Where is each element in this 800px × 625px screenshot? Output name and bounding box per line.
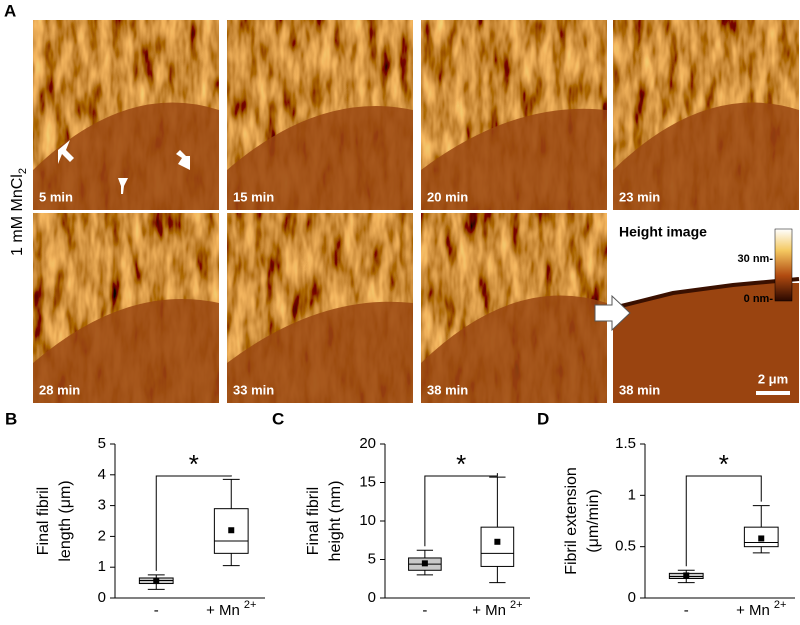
image-time: 5 min (39, 189, 73, 204)
y-tick-label: 5 (98, 435, 106, 452)
y-axis-label: Final fibril (35, 487, 52, 555)
colorbar-bottom: 0 nm- (744, 293, 774, 305)
y-tick-label: 1 (98, 558, 106, 575)
x-tick-label: + Mn 2+ (206, 599, 256, 619)
x-tick-label: + Mn 2+ (472, 599, 522, 619)
y-axis-label: height (nm) (327, 481, 344, 562)
height-image-edge-dark (612, 277, 800, 310)
image-time: 38 min (427, 382, 468, 397)
y-axis-label: (μm/min) (585, 489, 602, 552)
row-label: 1 mM MnCl2 (9, 168, 29, 256)
colorbar (774, 228, 793, 302)
y-tick-label: 2 (98, 527, 106, 544)
x-tick-label-sup: 2+ (244, 599, 257, 611)
x-tick-label-main: + Mn (472, 602, 506, 619)
y-tick-label: 0.5 (615, 538, 636, 555)
panel-label: A (4, 1, 16, 20)
afm-smooth-region (421, 108, 607, 210)
significance-bracket (424, 473, 498, 547)
x-tick-label-main: - (154, 602, 159, 619)
y-tick-label: 0 (628, 589, 636, 606)
mean (683, 572, 690, 579)
row-label-main: 1 mM MnCl (9, 174, 26, 256)
y-tick-label: 10 (359, 512, 376, 529)
image-time: 23 min (619, 189, 660, 204)
image-time: 28 min (39, 382, 80, 397)
mean (228, 527, 235, 534)
height-image-edge (613, 279, 799, 308)
y-tick-label: 1 (628, 486, 636, 503)
afm-smooth-region (227, 301, 413, 403)
box (480, 526, 515, 567)
y-tick-label: 0 (98, 589, 106, 606)
row-label-sub: 2 (17, 168, 29, 174)
x-tick-label-sup: 2+ (510, 599, 523, 611)
panel-label: D (537, 409, 549, 428)
significance-bracket (685, 475, 762, 567)
image-time: 33 min (233, 382, 274, 397)
colorbar-top: 30 nm- (738, 253, 774, 265)
afm-smooth-region (613, 102, 799, 210)
mean (494, 538, 501, 545)
significance-star: * (719, 449, 729, 479)
image-time: 15 min (233, 189, 274, 204)
afm-smooth-region (421, 295, 607, 403)
y-axis-label: Final fibril (305, 487, 322, 555)
y-tick-label: 1.5 (615, 435, 636, 452)
image-time: 20 min (427, 189, 468, 204)
afm-smooth-region (33, 102, 219, 210)
x-tick-label-main: - (422, 602, 427, 619)
afm-smooth-region (227, 106, 413, 210)
significance-star: * (456, 449, 466, 479)
significance-star: * (189, 449, 199, 479)
y-axis-label: Fibril extension (563, 467, 580, 575)
x-tick-label-sup: 2+ (774, 599, 787, 611)
y-tick-label: 3 (98, 497, 106, 514)
x-tick-label-main: - (684, 602, 689, 619)
significance-bracket (155, 475, 232, 571)
y-tick-label: 0 (368, 589, 376, 606)
mean (421, 560, 428, 567)
mean (153, 578, 160, 585)
mean (758, 535, 765, 542)
height-title: Height image (619, 224, 707, 240)
arrows (58, 140, 631, 332)
panel-label: C (272, 409, 284, 428)
x-tick-label-main: + Mn (206, 602, 240, 619)
y-tick-label: 15 (359, 473, 376, 490)
afm-images (33, 20, 800, 403)
y-tick-label: 5 (368, 550, 376, 567)
x-tick-label: - (684, 602, 689, 619)
image-time: 38 min (619, 382, 660, 397)
y-tick-label: 4 (98, 466, 106, 483)
x-tick-label-main: + Mn (736, 602, 770, 619)
panel-label: B (5, 409, 17, 428)
x-tick-label: + Mn 2+ (736, 599, 786, 619)
y-axis-label: length (μm) (57, 480, 74, 561)
height-image-top (613, 213, 799, 283)
scale-bar-label: 2 μm (758, 371, 788, 386)
x-tick-label: - (422, 602, 427, 619)
afm-smooth-region (33, 299, 219, 403)
y-tick-label: 20 (359, 435, 376, 452)
x-tick-label: - (154, 602, 159, 619)
